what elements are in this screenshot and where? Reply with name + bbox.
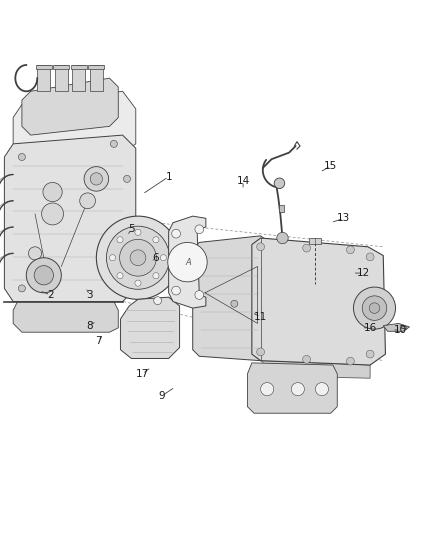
Circle shape — [34, 265, 53, 285]
Circle shape — [277, 232, 288, 244]
Circle shape — [119, 263, 126, 270]
Text: 8: 8 — [86, 321, 93, 330]
Polygon shape — [4, 135, 136, 302]
Circle shape — [106, 226, 170, 289]
Circle shape — [153, 273, 159, 279]
Polygon shape — [247, 363, 337, 413]
Polygon shape — [383, 324, 410, 332]
Polygon shape — [263, 361, 370, 378]
Polygon shape — [71, 65, 87, 69]
Polygon shape — [309, 238, 321, 244]
Circle shape — [315, 383, 328, 395]
Text: 6: 6 — [152, 253, 159, 263]
Circle shape — [120, 239, 156, 276]
Circle shape — [84, 167, 109, 191]
Circle shape — [130, 250, 146, 265]
Circle shape — [43, 182, 62, 201]
Polygon shape — [22, 78, 118, 135]
Circle shape — [172, 229, 180, 238]
Circle shape — [110, 255, 116, 261]
Circle shape — [231, 300, 238, 307]
Circle shape — [172, 286, 180, 295]
Circle shape — [346, 246, 354, 254]
Circle shape — [124, 175, 131, 182]
Text: 5: 5 — [128, 224, 135, 235]
Circle shape — [135, 280, 141, 286]
Circle shape — [353, 287, 396, 329]
Text: 1: 1 — [165, 172, 172, 182]
Circle shape — [28, 247, 42, 260]
Circle shape — [303, 244, 311, 252]
Text: A: A — [185, 257, 191, 266]
Circle shape — [42, 203, 64, 225]
Circle shape — [18, 285, 25, 292]
Polygon shape — [13, 91, 136, 157]
Polygon shape — [193, 236, 269, 361]
Circle shape — [303, 356, 311, 364]
Text: 13: 13 — [337, 213, 350, 223]
Text: 16: 16 — [364, 323, 377, 333]
Circle shape — [291, 383, 304, 395]
Circle shape — [90, 173, 102, 185]
Circle shape — [274, 178, 285, 189]
Polygon shape — [53, 65, 69, 69]
Text: 3: 3 — [86, 290, 93, 300]
Text: 2: 2 — [47, 290, 54, 300]
Text: 9: 9 — [159, 391, 166, 401]
Circle shape — [369, 303, 380, 313]
Text: 14: 14 — [237, 176, 250, 186]
Text: 15: 15 — [324, 161, 337, 171]
Polygon shape — [88, 65, 104, 69]
Circle shape — [346, 357, 354, 365]
Polygon shape — [279, 205, 284, 212]
Circle shape — [117, 237, 123, 243]
Circle shape — [135, 229, 141, 236]
Polygon shape — [120, 297, 180, 359]
Circle shape — [257, 243, 265, 251]
Polygon shape — [72, 65, 85, 91]
Circle shape — [195, 225, 204, 233]
Polygon shape — [90, 65, 103, 91]
Circle shape — [18, 154, 25, 160]
Circle shape — [26, 258, 61, 293]
Circle shape — [261, 383, 274, 395]
Circle shape — [153, 237, 159, 243]
Circle shape — [257, 348, 265, 356]
Polygon shape — [169, 216, 206, 308]
Circle shape — [80, 193, 95, 209]
Polygon shape — [36, 65, 52, 69]
Polygon shape — [55, 65, 68, 91]
Polygon shape — [13, 302, 118, 332]
Circle shape — [110, 140, 117, 147]
Polygon shape — [252, 238, 385, 365]
Circle shape — [160, 255, 166, 261]
Circle shape — [168, 243, 207, 282]
Circle shape — [366, 350, 374, 358]
Text: 11: 11 — [254, 312, 267, 322]
Circle shape — [96, 216, 180, 300]
Circle shape — [154, 297, 162, 304]
Circle shape — [366, 253, 374, 261]
Text: 17: 17 — [136, 369, 149, 379]
Circle shape — [362, 296, 387, 320]
Circle shape — [117, 273, 123, 279]
Text: 7: 7 — [95, 336, 102, 346]
Polygon shape — [37, 65, 50, 91]
Circle shape — [195, 290, 204, 300]
Text: 12: 12 — [357, 268, 370, 278]
Text: 10: 10 — [394, 325, 407, 335]
